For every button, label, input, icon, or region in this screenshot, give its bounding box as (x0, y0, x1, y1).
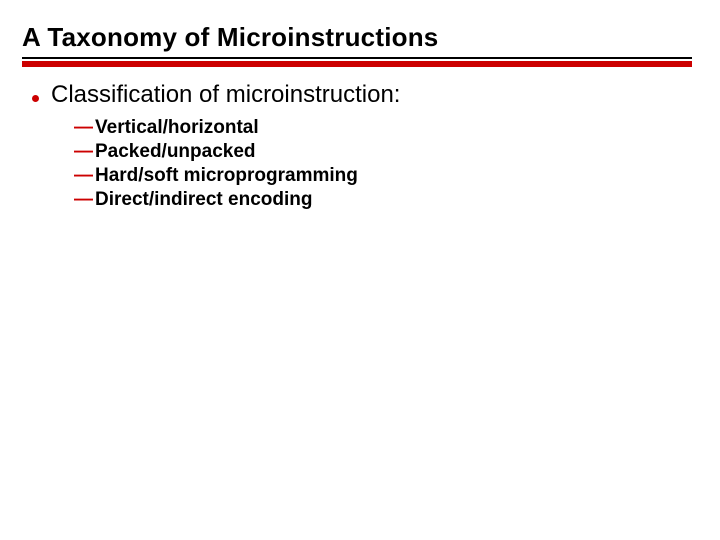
sub-item: — Direct/indirect encoding (74, 189, 692, 211)
slide-title: A Taxonomy of Microinstructions (22, 22, 692, 53)
sub-item: — Hard/soft microprogramming (74, 165, 692, 187)
sub-item-label: Direct/indirect encoding (95, 189, 312, 211)
sub-item-label: Vertical/horizontal (95, 117, 259, 139)
slide-container: A Taxonomy of Microinstructions Classifi… (0, 0, 720, 540)
sub-item-label: Packed/unpacked (95, 141, 256, 163)
dash-icon: — (74, 165, 93, 187)
content-area: Classification of microinstruction: — Ve… (22, 81, 692, 211)
dash-icon: — (74, 117, 93, 139)
sub-list: — Vertical/horizontal — Packed/unpacked … (32, 117, 692, 211)
dash-icon: — (74, 141, 93, 163)
title-rule-thin (22, 57, 692, 59)
dash-icon: — (74, 189, 93, 211)
bullet-text: Classification of microinstruction: (51, 81, 400, 109)
bullet-row: Classification of microinstruction: (32, 81, 692, 109)
title-rule-thick (22, 61, 692, 67)
sub-item: — Packed/unpacked (74, 141, 692, 163)
sub-item-label: Hard/soft microprogramming (95, 165, 358, 187)
bullet-dot-icon (32, 95, 39, 102)
sub-item: — Vertical/horizontal (74, 117, 692, 139)
